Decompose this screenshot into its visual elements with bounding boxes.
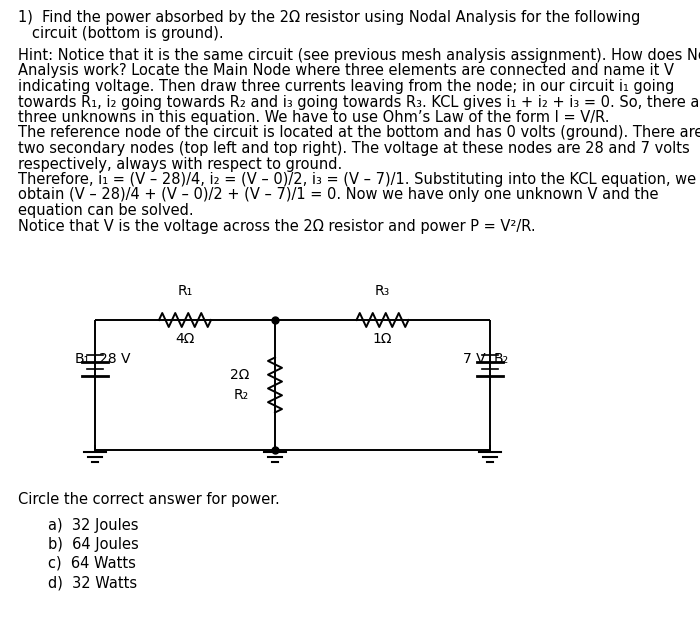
Text: obtain (V – 28)/4 + (V – 0)/2 + (V – 7)/1 = 0. Now we have only one unknown V an: obtain (V – 28)/4 + (V – 0)/2 + (V – 7)/… [18, 188, 659, 202]
Text: equation can be solved.: equation can be solved. [18, 203, 194, 218]
Text: B₂: B₂ [494, 353, 509, 366]
Text: respectively, always with respect to ground.: respectively, always with respect to gro… [18, 157, 342, 172]
Text: towards R₁, i₂ going towards R₂ and i₃ going towards R₃. KCL gives i₁ + i₂ + i₃ : towards R₁, i₂ going towards R₂ and i₃ g… [18, 94, 700, 110]
Text: Analysis work? Locate the Main Node where three elements are connected and name : Analysis work? Locate the Main Node wher… [18, 63, 674, 79]
Text: a)  32 Joules: a) 32 Joules [48, 518, 139, 533]
Text: c)  64 Watts: c) 64 Watts [48, 556, 136, 571]
Text: b)  64 Joules: b) 64 Joules [48, 537, 139, 552]
Text: Therefore, i₁ = (V – 28)/4, i₂ = (V – 0)/2, i₃ = (V – 7)/1. Substituting into th: Therefore, i₁ = (V – 28)/4, i₂ = (V – 0)… [18, 172, 696, 187]
Text: The reference node of the circuit is located at the bottom and has 0 volts (grou: The reference node of the circuit is loc… [18, 126, 700, 141]
Text: 4Ω: 4Ω [175, 332, 195, 346]
Text: 1)  Find the power absorbed by the 2Ω resistor using Nodal Analysis for the foll: 1) Find the power absorbed by the 2Ω res… [18, 10, 640, 25]
Text: two secondary nodes (top left and top right). The voltage at these nodes are 28 : two secondary nodes (top left and top ri… [18, 141, 690, 156]
Text: R₂: R₂ [234, 388, 249, 402]
Text: R₁: R₁ [177, 284, 192, 298]
Text: indicating voltage. Then draw three currents leaving from the node; in our circu: indicating voltage. Then draw three curr… [18, 79, 674, 94]
Text: d)  32 Watts: d) 32 Watts [48, 575, 137, 590]
Text: 7 V: 7 V [463, 353, 486, 366]
Text: B₁: B₁ [75, 353, 90, 366]
Text: 2Ω: 2Ω [230, 368, 249, 382]
Text: 1Ω: 1Ω [372, 332, 392, 346]
Text: 28 V: 28 V [99, 353, 130, 366]
Text: Notice that V is the voltage across the 2Ω resistor and power P = V²/R.: Notice that V is the voltage across the … [18, 219, 536, 233]
Text: R₃: R₃ [375, 284, 390, 298]
Text: circuit (bottom is ground).: circuit (bottom is ground). [32, 26, 223, 41]
Text: Circle the correct answer for power.: Circle the correct answer for power. [18, 492, 280, 507]
Text: three unknowns in this equation. We have to use Ohm’s Law of the form I = V/R.: three unknowns in this equation. We have… [18, 110, 610, 125]
Text: Hint: Notice that it is the same circuit (see previous mesh analysis assignment): Hint: Notice that it is the same circuit… [18, 48, 700, 63]
